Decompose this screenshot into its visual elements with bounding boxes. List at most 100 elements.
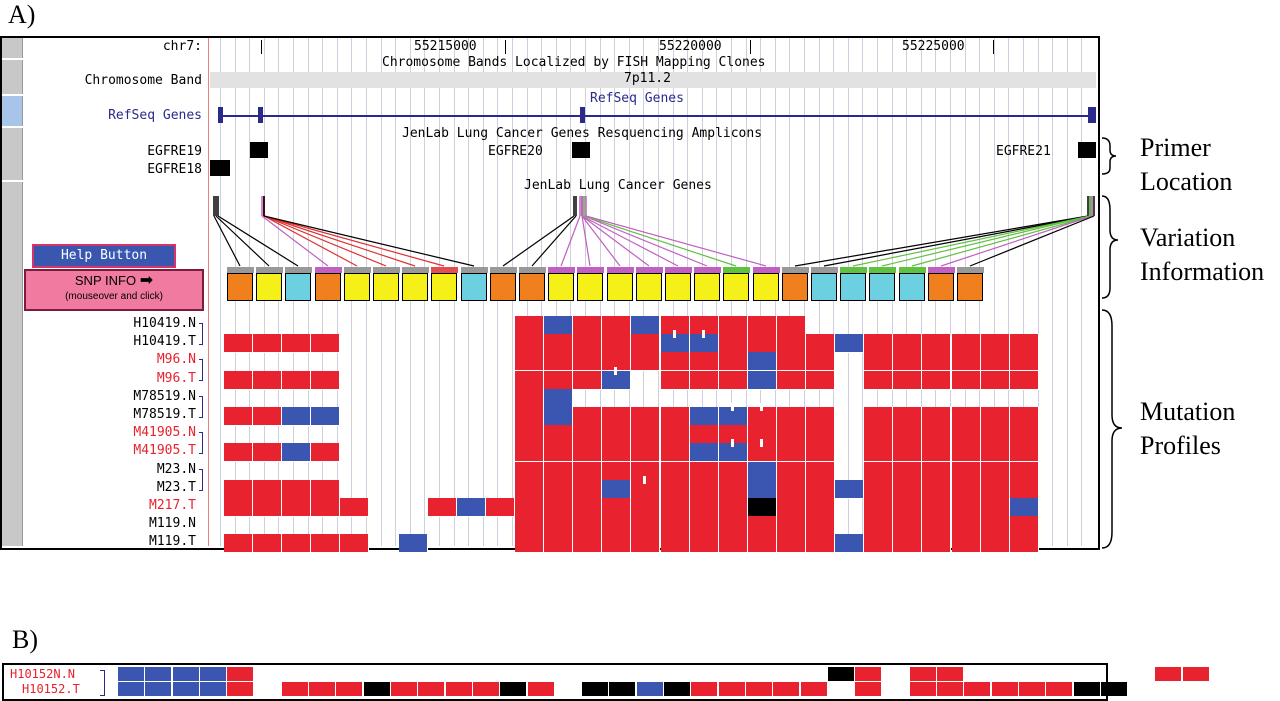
mutation-cell[interactable] <box>282 498 311 517</box>
sample-label[interactable]: M96.N <box>156 352 196 367</box>
mutation-cell[interactable] <box>719 334 748 353</box>
mutation-cell[interactable] <box>719 371 748 390</box>
mutation-cell[interactable] <box>473 682 500 696</box>
sample-label[interactable]: M96.T <box>156 371 196 386</box>
variant-cell[interactable] <box>282 443 311 462</box>
mutation-cell[interactable] <box>573 316 602 335</box>
mutation-cell[interactable] <box>253 480 282 499</box>
mutation-cell[interactable] <box>922 534 951 553</box>
variant-cell[interactable] <box>835 480 864 499</box>
mutation-cell[interactable] <box>515 462 544 481</box>
mutation-cell[interactable] <box>602 498 631 517</box>
mutation-cell[interactable] <box>864 480 893 499</box>
mutation-cell[interactable] <box>515 316 544 335</box>
mutation-cell[interactable] <box>253 498 282 517</box>
mutation-cell[interactable] <box>661 407 690 426</box>
mutation-cell[interactable] <box>253 371 282 390</box>
sample-label[interactable]: M41905.N <box>133 425 196 440</box>
snp-box[interactable] <box>227 273 253 301</box>
mutation-cell[interactable] <box>893 534 922 553</box>
mutation-cell[interactable] <box>1019 682 1046 696</box>
snp-box[interactable] <box>607 273 633 301</box>
mutation-cell[interactable] <box>992 682 1019 696</box>
mutation-cell[interactable] <box>981 480 1010 499</box>
mutation-cell[interactable] <box>573 534 602 553</box>
mutation-cell[interactable] <box>1010 334 1039 353</box>
mutation-cell[interactable] <box>224 407 253 426</box>
track-toggle-band[interactable] <box>2 60 23 94</box>
sample-label[interactable]: M23.N <box>156 462 196 477</box>
mutation-cell[interactable] <box>893 516 922 535</box>
mutation-cell[interactable] <box>719 480 748 499</box>
snp-box[interactable] <box>490 273 516 301</box>
snp-box[interactable] <box>256 273 282 301</box>
mutation-cell[interactable] <box>806 407 835 426</box>
mutation-cell[interactable] <box>922 425 951 444</box>
variant-cell[interactable] <box>145 682 172 696</box>
mutation-cell[interactable] <box>544 498 573 517</box>
mutation-cell[interactable] <box>573 407 602 426</box>
mutation-cell[interactable] <box>981 407 1010 426</box>
mutation-cell[interactable] <box>282 334 311 353</box>
mutation-cell[interactable] <box>777 443 806 462</box>
sample-label[interactable]: M78519.N <box>133 389 196 404</box>
mutation-cell[interactable] <box>631 516 660 535</box>
mutation-cell[interactable] <box>893 371 922 390</box>
mutation-cell[interactable] <box>922 407 951 426</box>
variant-cell[interactable] <box>200 667 227 681</box>
mutation-cell[interactable] <box>719 316 748 335</box>
mutation-cell[interactable] <box>515 516 544 535</box>
mutation-cell[interactable] <box>428 498 457 517</box>
mutation-cell[interactable] <box>864 462 893 481</box>
mutation-cell[interactable] <box>1010 516 1039 535</box>
mutation-cell[interactable] <box>719 498 748 517</box>
mutation-cell[interactable] <box>224 498 253 517</box>
mutation-cell[interactable] <box>690 352 719 371</box>
mutation-cell[interactable] <box>340 534 369 553</box>
mutation-cell[interactable] <box>952 534 981 553</box>
variant-cell[interactable] <box>690 407 719 426</box>
mutation-cell[interactable] <box>806 534 835 553</box>
mutation-cell[interactable] <box>515 425 544 444</box>
mutation-cell[interactable] <box>806 480 835 499</box>
track-toggle-amplicons[interactable] <box>2 128 23 180</box>
mutation-cell[interactable] <box>981 534 1010 553</box>
variant-cell[interactable] <box>602 480 631 499</box>
amplicon-block-egfre21[interactable] <box>1078 142 1096 158</box>
mutation-cell[interactable] <box>864 352 893 371</box>
mutation-cell[interactable] <box>573 443 602 462</box>
variant-cell[interactable] <box>311 407 340 426</box>
track-toggle-ruler[interactable] <box>2 38 23 58</box>
mutation-cell[interactable] <box>1046 682 1073 696</box>
mutation-cell[interactable] <box>282 682 309 696</box>
mutation-cell[interactable] <box>864 516 893 535</box>
mutation-cell[interactable] <box>661 534 690 553</box>
mutation-cell[interactable] <box>864 443 893 462</box>
mutation-cell[interactable] <box>748 516 777 535</box>
mutation-cell[interactable] <box>253 407 282 426</box>
mutation-cell[interactable] <box>515 407 544 426</box>
mutation-cell[interactable] <box>602 334 631 353</box>
mutation-cell[interactable] <box>486 498 515 517</box>
mutation-cell[interactable] <box>855 682 882 696</box>
mutation-cell[interactable] <box>661 516 690 535</box>
mutation-cell[interactable] <box>981 516 1010 535</box>
mutation-cell[interactable] <box>661 443 690 462</box>
mutation-cell[interactable] <box>690 516 719 535</box>
mutation-cell[interactable] <box>311 534 340 553</box>
mutation-cell[interactable] <box>1155 667 1182 681</box>
variant-cell[interactable] <box>1010 498 1039 517</box>
variant-cell[interactable] <box>118 667 145 681</box>
mutation-cell[interactable] <box>801 682 828 696</box>
mutation-cell[interactable] <box>719 352 748 371</box>
variant-cell[interactable] <box>282 407 311 426</box>
mutation-cell[interactable] <box>282 534 311 553</box>
mutation-cell[interactable] <box>777 371 806 390</box>
mutation-cell[interactable] <box>1010 352 1039 371</box>
mutation-cell[interactable] <box>418 682 445 696</box>
homozygous-cell[interactable] <box>748 498 777 517</box>
mutation-cell[interactable] <box>253 534 282 553</box>
mutation-cell[interactable] <box>602 462 631 481</box>
amplicon-block-egfre19[interactable] <box>250 142 268 158</box>
mutation-cell[interactable] <box>227 667 254 681</box>
